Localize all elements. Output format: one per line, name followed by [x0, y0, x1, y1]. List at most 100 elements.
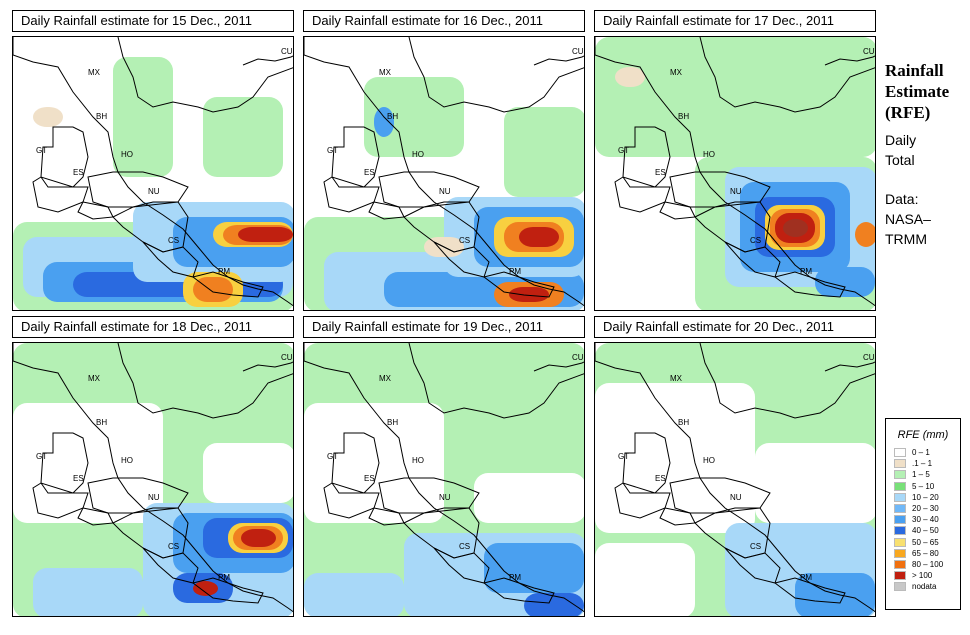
- country-border: [368, 201, 405, 220]
- rainfall-area: [504, 107, 584, 197]
- country-border: [595, 343, 875, 613]
- country-border: [191, 577, 264, 604]
- legend-item: 5 – 10: [886, 481, 960, 492]
- legend-label: nodata: [912, 582, 937, 592]
- rainfall-area: [524, 593, 584, 616]
- rainfall-area: [595, 383, 755, 533]
- country-label: NU: [439, 187, 451, 196]
- country-label: HO: [412, 456, 424, 465]
- country-label: BH: [96, 418, 107, 427]
- country-label: MX: [379, 374, 392, 383]
- legend-label: 30 – 40: [912, 515, 939, 525]
- legend-label: 0 – 1: [912, 448, 930, 458]
- country-border: [142, 241, 199, 278]
- legend-item: 40 – 50: [886, 525, 960, 536]
- rainfall-area: [615, 67, 645, 87]
- rainfall-area: [474, 473, 584, 523]
- country-border: [433, 547, 490, 584]
- country-label: CS: [168, 236, 179, 245]
- legend-swatch: [894, 537, 906, 547]
- rainfall-area: [484, 543, 584, 593]
- legend-swatch: [894, 470, 906, 480]
- country-label: ES: [655, 474, 666, 483]
- country-label: PM: [800, 573, 812, 582]
- country-border: [242, 361, 293, 372]
- legend-item: 30 – 40: [886, 514, 960, 525]
- country-label: PM: [218, 573, 230, 582]
- rainfall-area: [519, 227, 559, 247]
- legend-item: 80 – 100: [886, 559, 960, 570]
- daily-total-text: Daily Total: [885, 130, 970, 170]
- sidebar-title-line: (RFE): [885, 103, 931, 122]
- legend-swatch: [894, 459, 906, 469]
- rainfall-area: [795, 573, 875, 616]
- country-border: [659, 507, 696, 526]
- country-label: MX: [670, 68, 683, 77]
- country-border: [824, 361, 875, 372]
- map-panel-20-dec: Daily Rainfall estimate for 20 Dec., 201…: [594, 316, 876, 617]
- country-border: [32, 176, 89, 213]
- legend-label: 10 – 20: [912, 492, 939, 502]
- country-label: GT: [327, 146, 338, 155]
- country-border: [323, 482, 380, 519]
- country-border: [117, 37, 293, 113]
- rainfall-area: [238, 227, 293, 242]
- country-label: NU: [148, 187, 160, 196]
- legend-item: 10 – 20: [886, 492, 960, 503]
- country-label: MX: [88, 68, 101, 77]
- rainfall-map: MX BH GT HO ES NU CS PM CU: [303, 342, 585, 617]
- rainfall-area: [364, 77, 464, 157]
- country-label: PM: [509, 573, 521, 582]
- country-border: [13, 343, 293, 613]
- data-source-line: NASA–: [885, 211, 931, 227]
- country-border: [242, 55, 293, 66]
- rainfall-area: [374, 107, 394, 137]
- country-label: ES: [655, 168, 666, 177]
- country-label: HO: [703, 456, 715, 465]
- legend-swatch: [894, 481, 906, 491]
- country-label: CU: [281, 353, 293, 362]
- map-canvas: MX BH GT HO ES NU CS PM CU: [13, 343, 293, 616]
- legend-label: 80 – 100: [912, 559, 944, 569]
- legend-title: RFE (mm): [897, 429, 949, 441]
- country-border: [614, 482, 671, 519]
- country-label: BH: [96, 112, 107, 121]
- country-border: [595, 37, 875, 307]
- country-border: [304, 37, 584, 307]
- legend-label: .1 – 1: [912, 459, 933, 469]
- sidebar-title-line: Rainfall: [885, 61, 944, 80]
- panel-title: Daily Rainfall estimate for 19 Dec., 201…: [303, 316, 585, 338]
- sidebar-title-line: Estimate: [885, 82, 950, 101]
- legend-swatch: [894, 448, 906, 458]
- rainfall-map: MX BH GT HO ES NU CS PM CU: [12, 342, 294, 617]
- country-label: BH: [678, 112, 689, 121]
- country-label: ES: [73, 168, 84, 177]
- legend-swatch: [894, 515, 906, 525]
- legend-label: 1 – 5: [912, 470, 930, 480]
- country-label: CU: [281, 47, 293, 56]
- data-source-line: TRMM: [885, 231, 927, 247]
- country-border: [40, 126, 89, 188]
- rainfall-map: MX BH GT HO ES NU CS PM CU: [594, 342, 876, 617]
- country-label: CU: [572, 353, 584, 362]
- country-border: [368, 507, 405, 526]
- country-border: [482, 577, 555, 604]
- country-label: CS: [750, 236, 761, 245]
- map-panel-17-dec: Daily Rainfall estimate for 17 Dec., 201…: [594, 10, 876, 311]
- country-border: [142, 547, 199, 584]
- rainfall-area: [113, 57, 173, 177]
- country-border: [323, 176, 380, 213]
- legend-label: 20 – 30: [912, 504, 939, 514]
- rainfall-area: [755, 443, 875, 523]
- country-label: CS: [459, 236, 470, 245]
- daily-total-line: Total: [885, 152, 915, 168]
- country-border: [724, 547, 781, 584]
- country-border: [699, 343, 875, 419]
- legend-item: nodata: [886, 581, 960, 592]
- country-label: ES: [364, 474, 375, 483]
- country-label: GT: [36, 452, 47, 461]
- country-border: [699, 37, 875, 113]
- rainfall-map: MX BH GT HO ES NU CS PM CU: [303, 36, 585, 311]
- rainfall-area: [815, 267, 875, 297]
